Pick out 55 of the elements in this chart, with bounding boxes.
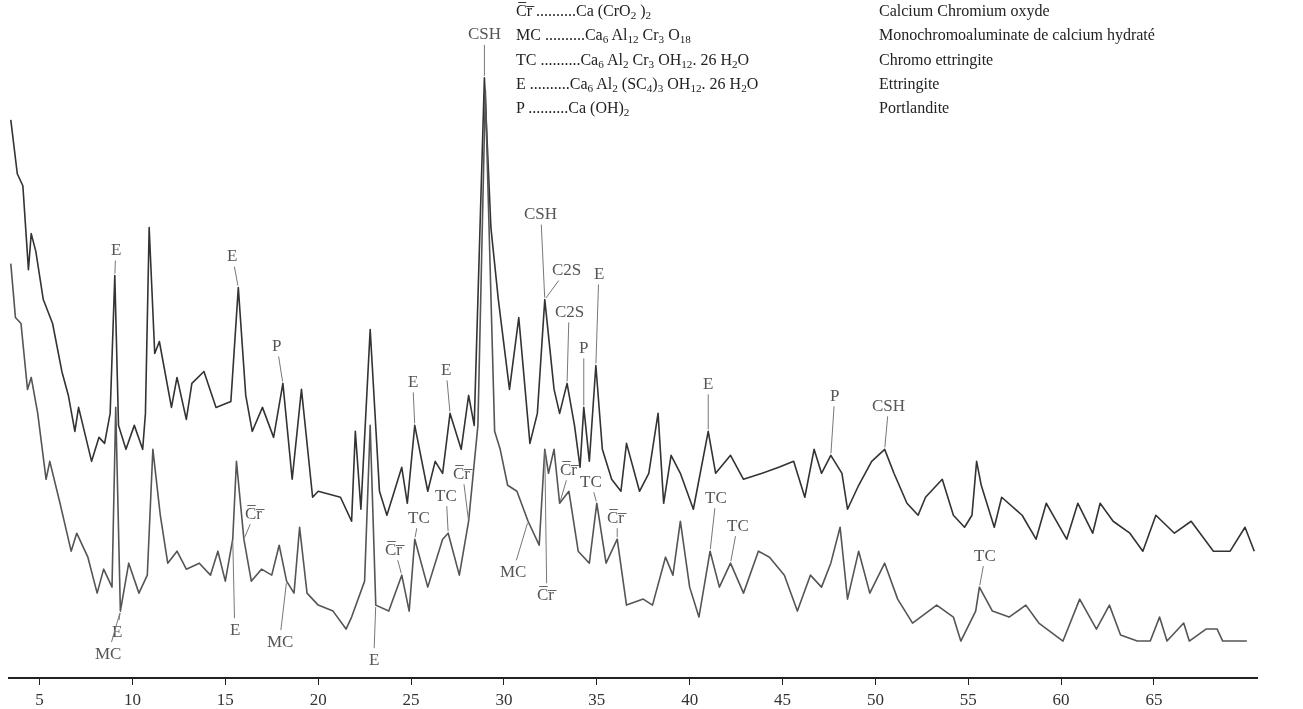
annotation: TC [408,508,430,527]
text: Calcium Chromium oxyde [879,2,1050,20]
x-tick-label: 10 [123,690,141,709]
annotation: TC [705,488,727,507]
text: Chromo ettringite [879,51,994,69]
annotation: E [111,240,122,259]
x-tick-label: 65 [1145,690,1163,709]
annotation: C̅r̅ [453,464,474,483]
annotation: E [408,372,419,391]
annotation: E [594,264,605,283]
x-tick-label: 15 [216,690,234,709]
text: C̅r̅ ..........Ca (CrO$_{2}$ )$_{2}$ [516,2,652,22]
annotation: CSH [872,396,906,415]
annotation: E [703,374,714,393]
annotation: Portlandite [879,99,950,116]
annotation: E [227,246,238,265]
x-tick-label: 45 [774,690,792,709]
annotation: MC [95,644,122,663]
x-tick-label: 35 [588,690,606,709]
annotation: P [830,386,840,405]
text: MC ..........Ca$_{6}$ Al$_{12}$ Cr$_{3}$ O$_{18}$ [516,26,692,46]
text: TC ..........Ca$_{6}$ Al$_{2}$ Cr$_{3}$ OH$_{12}$. 26 H$_{2}$O [516,51,750,71]
annotation: TC [580,472,602,491]
annotation: C̅r̅ [560,460,581,479]
x-tick-label: 60 [1052,690,1070,709]
annotation: C̅r̅ [385,540,406,559]
annotation: C2S [552,260,582,279]
annotation: P ..........Ca (OH)$_{2}$ [516,99,630,119]
text: E ..........Ca$_{6}$ Al$_{2}$ (SC$_{4}$)$_{3}$ OH$_{12}$. 26 H$_{2}$O [516,75,759,95]
x-tick-label: 50 [866,690,884,709]
annotation: TC [974,546,996,565]
annotation: P [579,338,589,357]
annotation: E [112,622,123,641]
x-tick-label: 20 [309,690,327,709]
annotation: C2S [555,302,585,321]
x-tick-label: 25 [402,690,420,709]
x-tick-label: 40 [681,690,699,709]
annotation: P [272,336,282,355]
annotation: MC [267,632,294,651]
annotation: E [441,360,452,379]
annotation: CSH [524,204,558,223]
annotation: C̅r̅ [245,504,266,523]
text: Monochromoaluminate de calcium hydraté [879,26,1155,44]
annotation: Ettringite [879,75,940,93]
annotation: MC [500,562,527,581]
annotation: C̅r̅ [537,585,558,604]
annotation: TC [727,516,749,535]
x-tick-label: 55 [959,690,977,709]
annotation: E [230,620,241,639]
annotation: E [369,650,380,669]
x-tick-label: 30 [495,690,513,709]
annotation: TC [435,486,457,505]
x-tick-label: 5 [35,690,44,709]
annotation: C̅r̅ [607,508,628,527]
annotation: CSH [468,24,502,43]
